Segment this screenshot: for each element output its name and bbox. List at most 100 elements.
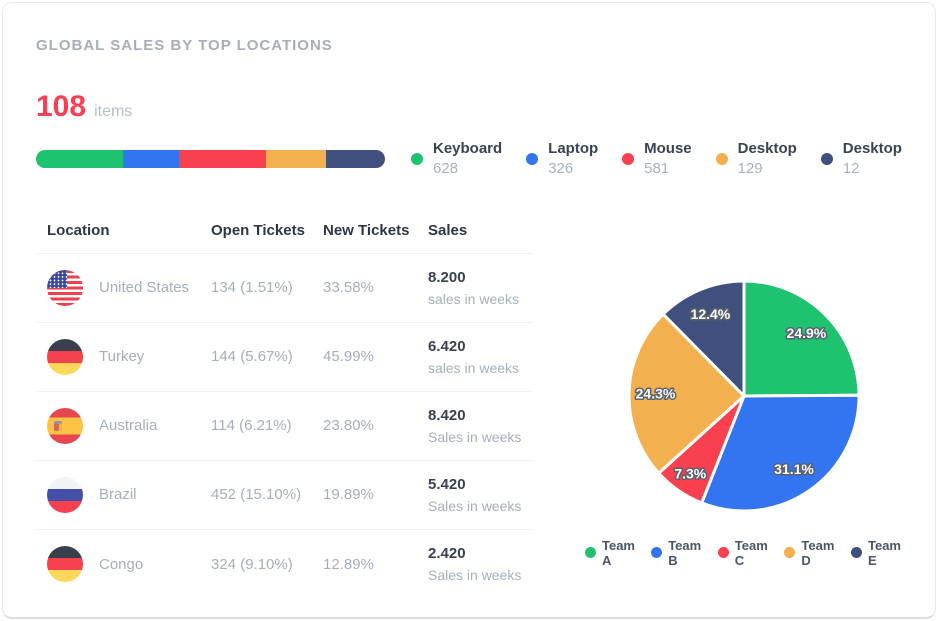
sales-value: 8.200	[428, 268, 466, 286]
col-header-open-tickets: Open Tickets	[211, 221, 305, 239]
col-header-new-tickets: New Tickets	[323, 221, 410, 239]
inventory-stacked-bar	[36, 150, 385, 169]
table-row: Congo 324 (9.10%) 12.89% 2.420 Sales in week…	[36, 530, 533, 599]
pie-legend-label: Team D	[801, 537, 835, 568]
inventory-legend-value: 628	[433, 160, 459, 178]
location-name: Brazil	[99, 486, 137, 503]
inventory-legend-value: 129	[737, 160, 763, 178]
pie-data-label: 24.9%	[786, 325, 826, 341]
flag-icon-us	[47, 269, 83, 306]
pie-legend-label: Team C	[734, 537, 768, 568]
legend-dot-icon	[411, 153, 423, 166]
sales-subtext: Sales in weeks	[428, 567, 522, 583]
bar-segment-desktop-3	[266, 150, 326, 169]
flag-icon-de	[47, 546, 83, 582]
inventory-legend-label: Mouse	[644, 140, 692, 157]
location-name: Turkey	[99, 348, 145, 365]
legend-dot-icon	[784, 547, 796, 558]
location-cell: Australia	[47, 407, 211, 444]
flag-icon-de	[47, 338, 83, 375]
pie-data-label: 12.4%	[690, 306, 730, 322]
sales-value: 8.420	[428, 406, 466, 424]
pie-chart-panel: 24.9% 31.1% 7.3% 24.3% 12.4% Team A Team B Tea…	[533, 222, 902, 599]
pie-slice-team-d[interactable]	[627, 312, 745, 475]
inventory-legend-item-3[interactable]: Desktop 129	[715, 139, 797, 180]
legend-dot-icon	[651, 547, 663, 558]
sales-cell: 5.420 Sales in weeks	[428, 476, 533, 514]
sales-value: 5.420	[428, 475, 466, 493]
inventory-legend-label: Laptop	[548, 140, 599, 157]
pie-legend-item-2[interactable]: Team C	[717, 537, 770, 568]
sales-subtext: Sales in weeks	[428, 497, 522, 514]
sales-cell: 8.200 sales in weeks	[428, 269, 533, 307]
sales-cell: 8.420 Sales in weeks	[428, 407, 533, 445]
bar-segment-mouse-2	[179, 150, 267, 169]
new-tickets-value: 33.58%	[323, 279, 374, 296]
inventory-legend-label: Desktop	[842, 140, 902, 157]
open-tickets-value: 134 (1.51%)	[211, 279, 293, 296]
location-name: Congo	[99, 555, 144, 573]
new-tickets-value: 19.89%	[323, 486, 374, 503]
legend-dot-icon	[526, 153, 539, 166]
flag-icon-es	[47, 407, 83, 444]
open-tickets-value: 114 (6.21%)	[211, 417, 292, 434]
pie-legend-item-3[interactable]: Team D	[784, 538, 836, 568]
legend-dot-icon	[715, 153, 728, 166]
bar-segment-desktop-4	[325, 150, 385, 169]
inventory-legend-value: 12	[842, 160, 860, 178]
inventory-legend-item-1[interactable]: Laptop 326	[526, 139, 598, 180]
location-cell: Brazil	[47, 476, 211, 513]
legend-dot-icon	[717, 547, 729, 558]
new-tickets-value: 45.99%	[323, 348, 374, 365]
pie-slice-team-b[interactable]	[699, 393, 861, 512]
inventory-legend-value: 326	[548, 160, 574, 178]
inventory-row: Keyboard 628 Laptop 326 Mouse 581 Desktop 129 De…	[36, 139, 902, 180]
teams-pie-chart: 24.9% 31.1% 7.3% 24.3% 12.4%	[627, 279, 861, 512]
pie-legend-item-1[interactable]: Team B	[651, 538, 703, 568]
items-unit: items	[94, 103, 133, 120]
content-row: Location Open Tickets New Tickets Sales …	[36, 222, 902, 599]
pie-legend-item-0[interactable]: Team A	[585, 538, 636, 568]
pie-legend: Team A Team B Team C Team D Team E	[585, 538, 902, 568]
location-cell: Congo	[47, 546, 211, 582]
pie-data-label: 24.3%	[635, 385, 675, 401]
sales-value: 6.420	[428, 337, 466, 355]
sales-cell: 6.420 sales in weeks	[428, 338, 533, 376]
card-title: GLOBAL SALES BY TOP LOCATIONS	[36, 37, 333, 54]
table-header-row: Location Open Tickets New Tickets Sales	[36, 222, 533, 254]
sales-subtext: sales in weeks	[428, 290, 520, 307]
pie-legend-label: Team E	[867, 537, 901, 568]
legend-dot-icon	[622, 153, 635, 166]
pie-legend-label: Team B	[668, 537, 702, 568]
bar-segment-laptop-1	[123, 150, 180, 169]
pie-slice-team-a[interactable]	[742, 279, 860, 397]
location-name: United States	[99, 279, 190, 296]
locations-table: Location Open Tickets New Tickets Sales …	[36, 222, 533, 599]
open-tickets-value: 324 (9.10%)	[211, 555, 293, 573]
pie-legend-label: Team A	[602, 537, 635, 568]
open-tickets-value: 452 (15.10%)	[211, 486, 302, 503]
inventory-legend-label: Keyboard	[433, 140, 503, 157]
pie-data-label: 7.3%	[674, 465, 706, 481]
inventory-legend-item-2[interactable]: Mouse 581	[622, 139, 692, 180]
bar-segment-keyboard-0	[36, 150, 124, 169]
inventory-legend: Keyboard 628 Laptop 326 Mouse 581 Desktop 129 De…	[385, 139, 902, 180]
pie-slice-team-e[interactable]	[661, 279, 745, 397]
location-name: Australia	[99, 417, 158, 434]
location-cell: Turkey	[47, 338, 211, 375]
items-count: 108	[36, 90, 87, 123]
pie-legend-item-4[interactable]: Team E	[850, 537, 902, 568]
legend-dot-icon	[850, 547, 862, 558]
table-row: United States 134 (1.51%) 33.58% 8.200 sales…	[36, 254, 533, 323]
inventory-legend-value: 581	[644, 160, 670, 178]
col-header-sales: Sales	[428, 221, 468, 239]
items-summary: 108 items	[36, 90, 902, 124]
inventory-legend-item-0[interactable]: Keyboard 628	[411, 139, 502, 180]
location-cell: United States	[47, 269, 211, 306]
new-tickets-value: 12.89%	[323, 555, 374, 573]
inventory-legend-item-4[interactable]: Desktop 12	[820, 139, 902, 180]
flag-icon-ru	[47, 476, 83, 513]
table-row: Turkey 144 (5.67%) 45.99% 6.420 sales in wee…	[36, 323, 533, 392]
new-tickets-value: 23.80%	[323, 417, 374, 434]
